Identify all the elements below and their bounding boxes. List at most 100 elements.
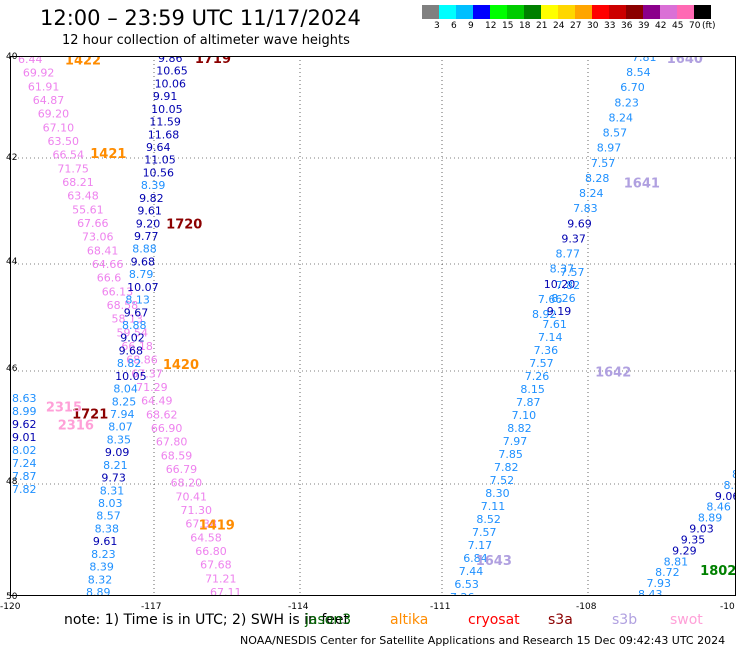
swh-value: 8.39 xyxy=(141,179,166,192)
swh-value: 59.54 xyxy=(116,326,148,339)
swh-value: 8.43 xyxy=(638,588,663,596)
swh-value: 8.35 xyxy=(107,433,132,446)
swh-value: 10.06 xyxy=(155,77,187,90)
swh-value: 8.72 xyxy=(655,566,680,579)
swh-value: 8.30 xyxy=(723,479,736,492)
swh-value: 70.41 xyxy=(176,490,208,503)
colorbar-swatch xyxy=(422,5,439,19)
swh-value: 8.97 xyxy=(597,142,622,155)
swh-value: 66.18 xyxy=(121,340,153,353)
swh-value: 7.26 xyxy=(525,370,550,383)
swh-value: 8.02 xyxy=(12,444,37,457)
swh-value: 71.21 xyxy=(205,572,237,585)
swh-value: 9.69 xyxy=(567,217,592,230)
swh-value: 58.13 xyxy=(112,313,143,326)
swh-value: 7.24 xyxy=(12,457,37,470)
swh-value: 6.53 xyxy=(454,578,479,591)
swh-value: 67.66 xyxy=(77,217,109,230)
colorbar-swatch xyxy=(592,5,609,19)
swh-value: 67.37 xyxy=(131,367,163,380)
swh-value: 9.64 xyxy=(146,141,171,154)
lon-label-117: -117 xyxy=(141,602,162,612)
lat-label-48: 48 xyxy=(6,477,18,487)
swh-value: 8.26 xyxy=(551,292,576,305)
swh-value: 9.35 xyxy=(681,533,706,546)
swh-value: 71.75 xyxy=(57,162,88,175)
colorbar-label: 39 xyxy=(638,21,650,31)
swh-value: 69.20 xyxy=(38,108,70,121)
legend-s3b: s3b xyxy=(612,612,638,628)
swh-value: 8.63 xyxy=(12,392,37,405)
colorbar-label: 36 xyxy=(621,21,633,31)
swh-value: 9.77 xyxy=(134,230,159,243)
swh-value: 9.09 xyxy=(105,446,130,459)
pass-label-1721: 1721 xyxy=(72,407,108,422)
lat-label-46: 46 xyxy=(6,364,18,374)
swh-value: 8.32 xyxy=(88,573,113,586)
colorbar-label: 24 xyxy=(553,21,565,31)
swh-value: 8.82 xyxy=(117,357,142,370)
swh-value: 66.54 xyxy=(52,149,84,162)
colorbar-swatch xyxy=(643,5,660,19)
swh-value: 55.61 xyxy=(72,203,104,216)
colorbar-swatch xyxy=(575,5,592,19)
swh-value: 10.65 xyxy=(156,65,188,78)
swh-value: 9.19 xyxy=(547,305,572,318)
swh-value: 63.50 xyxy=(48,135,80,148)
swh-value: 8.89 xyxy=(86,586,111,596)
swh-value: 68.41 xyxy=(87,244,119,257)
swh-value: 66.6 xyxy=(97,272,122,285)
swh-value: 61.91 xyxy=(28,80,60,93)
pass-label-1420: 1420 xyxy=(163,358,199,373)
colorbar-swatch xyxy=(694,5,711,19)
colorbar-label: 6 xyxy=(451,21,457,31)
swh-value: 67.80 xyxy=(156,436,188,449)
swh-value: 8.77 xyxy=(556,248,581,261)
swh-value: 8.57 xyxy=(603,127,628,140)
swh-value: 9.29 xyxy=(672,544,697,557)
pass-label-1719: 1719 xyxy=(195,56,231,67)
page-subtitle: 12 hour collection of altimeter wave hei… xyxy=(62,33,350,48)
lon-label-111: -111 xyxy=(430,602,451,612)
legend-swot: swot xyxy=(670,612,703,628)
pass-label-1802: 1802 xyxy=(700,564,736,579)
swh-value: 8.13 xyxy=(125,294,150,307)
swh-value: 64.87 xyxy=(33,94,64,107)
swh-value: 7.87 xyxy=(12,470,37,483)
swh-value: 9.86 xyxy=(158,56,183,65)
swh-value: 8.92 xyxy=(532,308,557,321)
swh-value: 64.58 xyxy=(190,531,222,544)
swh-value: 8.31 xyxy=(100,484,125,497)
colorbar-label: 12 xyxy=(485,21,497,31)
colorbar-label: 9 xyxy=(468,21,474,31)
colorbar-swatch xyxy=(473,5,490,19)
swh-value: 69.92 xyxy=(23,67,55,80)
legend-s3a: s3a xyxy=(548,612,573,628)
swh-value: 9.02 xyxy=(120,332,144,345)
colorbar-label: (ft) xyxy=(702,21,716,31)
swh-value: 8.82 xyxy=(507,422,532,435)
colorbar-label: 3 xyxy=(434,21,440,31)
swh-value: 71.30 xyxy=(180,504,212,517)
swh-value: 8.46 xyxy=(706,501,731,514)
swh-value: 8.15 xyxy=(520,383,545,396)
colorbar-label: 33 xyxy=(604,21,616,31)
colorbar-swatch xyxy=(660,5,677,19)
swh-value: 9.82 xyxy=(139,192,164,205)
swh-value: 10.20 xyxy=(544,278,576,291)
swh-value: 9.06 xyxy=(715,490,736,503)
legend-jason3: jason3 xyxy=(305,612,352,628)
pass-label-1640: 1640 xyxy=(667,56,703,67)
swh-value: 68.21 xyxy=(62,176,94,189)
swh-value: 9.73 xyxy=(101,472,126,485)
swh-value: 7.17 xyxy=(468,539,493,552)
colorbar-swatch xyxy=(677,5,694,19)
swh-value: 8.1 xyxy=(732,468,736,481)
swh-value: 6.70 xyxy=(620,81,645,94)
swh-value: 66.80 xyxy=(195,545,227,558)
swh-value: 7.97 xyxy=(503,435,528,448)
swh-value: 7.94 xyxy=(110,408,135,421)
swh-value: 7.82 xyxy=(494,461,519,474)
swh-value: 8.54 xyxy=(626,66,651,79)
pass-label-1642: 1642 xyxy=(595,365,631,380)
